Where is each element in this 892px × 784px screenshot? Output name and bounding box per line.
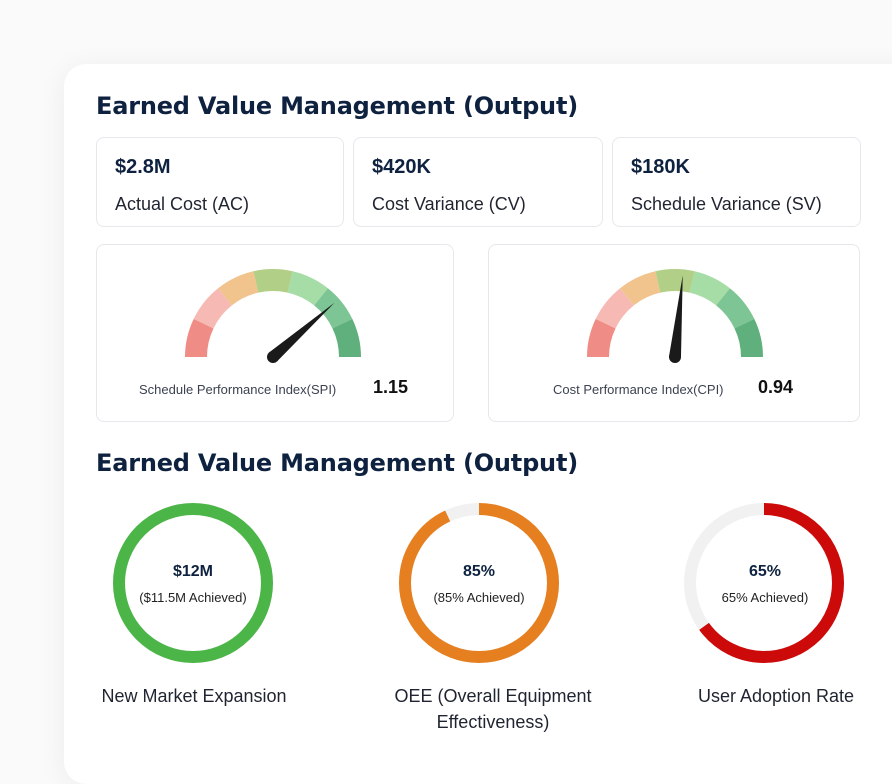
metric-label: Cost Variance (CV) (372, 194, 526, 214)
gauge-segment (193, 288, 232, 329)
progress-ring-oee (399, 503, 559, 663)
ring-sub: ($11.5M Achieved) (139, 590, 247, 605)
gauge-hub (267, 351, 279, 363)
gauge-segment (253, 269, 293, 293)
ring-value: $12M (172, 563, 214, 580)
ring-value: 85% (462, 563, 496, 580)
metric-card-cost-variance: $420K Cost Variance (CV) (353, 137, 603, 227)
ring-value: 65% (748, 563, 782, 580)
gauge-segment (716, 288, 755, 329)
metric-value: $180K (631, 156, 690, 178)
gauge-segment (595, 288, 634, 329)
gauge-segment (314, 288, 353, 329)
cpi-gauge (587, 269, 763, 363)
gauge-value: 0.94 (758, 377, 794, 397)
ring-caption: User Adoption Rate (697, 686, 855, 706)
metric-label: Schedule Variance (SV) (631, 194, 822, 214)
ring-progress (399, 503, 559, 663)
goals-section-title: Earned Value Management (Output) (96, 449, 578, 477)
ring-caption: OEE (Overall Equipment Effectiveness) (394, 686, 592, 732)
metric-card-actual-cost: $2.8M Actual Cost (AC) (96, 137, 344, 227)
metric-label: Actual Cost (AC) (115, 194, 250, 214)
metric-value: $420K (372, 156, 431, 178)
gauge-label: Cost Performance Index(CPI) (553, 382, 724, 397)
gauge-segment (689, 271, 730, 306)
gauge-label: Schedule Performance Index(SPI) (139, 382, 337, 397)
ring-sub: (85% Achieved) (433, 590, 525, 605)
spi-gauge (185, 269, 361, 363)
gauge-needle (269, 302, 335, 362)
gauge-segment (218, 271, 259, 306)
metric-value: $2.8M (115, 156, 171, 178)
gauge-needle (669, 275, 683, 358)
gauge-value: 1.15 (373, 377, 409, 397)
gauge-card-spi: Schedule Performance Index(SPI) 1.15 (96, 244, 454, 422)
gauge-segment (587, 318, 616, 357)
gauge-segment (655, 269, 695, 293)
ring-sub: 65% Achieved) (721, 590, 809, 605)
ring-progress (684, 503, 844, 663)
ring-progress (113, 503, 273, 663)
gauge-segment (332, 318, 361, 357)
gauge-segment (287, 271, 328, 306)
evm-section-title: Earned Value Management (Output) (96, 92, 578, 120)
ring-caption: New Market Expansion (101, 686, 287, 706)
gauge-segment (620, 271, 661, 306)
gauge-hub (669, 351, 681, 363)
gauge-segment (734, 318, 763, 357)
progress-ring-user-adoption (684, 503, 844, 663)
gauge-segment (185, 318, 214, 357)
metric-card-schedule-variance: $180K Schedule Variance (SV) (612, 137, 861, 227)
gauge-card-cpi: Cost Performance Index(CPI) 0.94 (488, 244, 860, 422)
progress-ring-market-expansion (113, 503, 273, 663)
